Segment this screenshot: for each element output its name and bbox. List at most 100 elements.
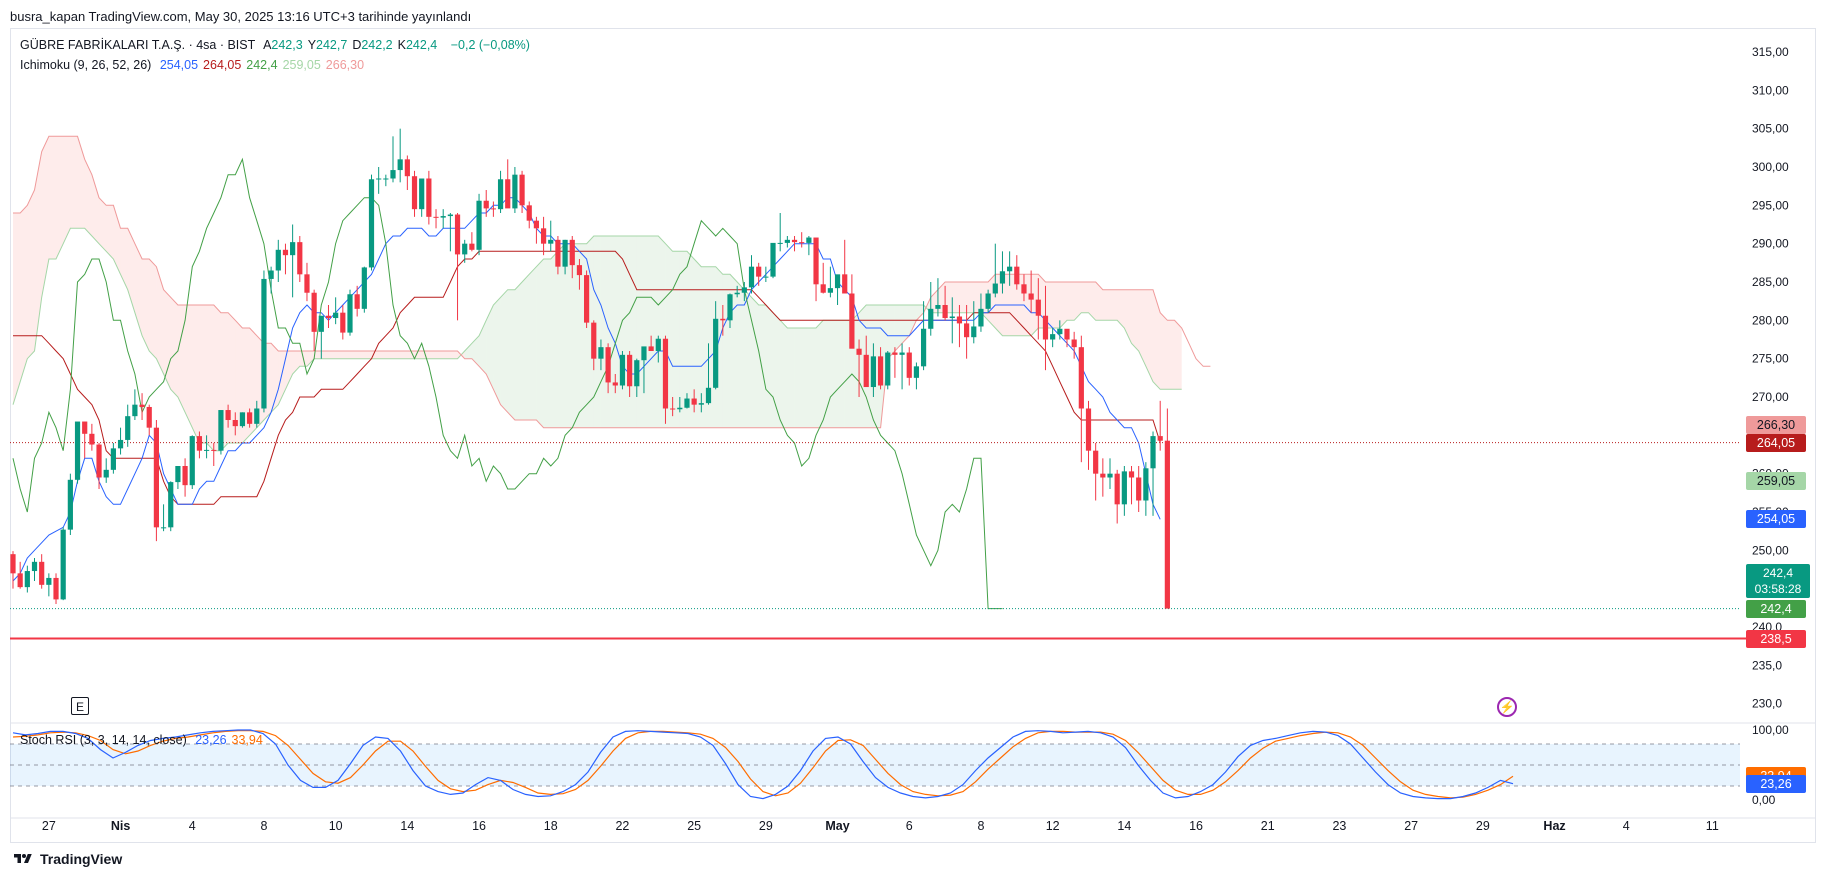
y-tick-label: 280,00 (1752, 313, 1789, 327)
candle-body (956, 316, 963, 324)
candle-body (469, 243, 475, 250)
candle-body (239, 412, 246, 427)
candle (1028, 270, 1034, 313)
x-tick-label: 10 (329, 819, 343, 833)
candle-body (971, 326, 977, 338)
ichimoku-cloud-segment (522, 274, 530, 421)
ichimoku-label[interactable]: Ichimoku (9, 26, 52, 26) (20, 58, 152, 72)
candle (39, 554, 45, 589)
x-tick-label: 16 (1189, 819, 1203, 833)
ichimoku-cloud-segment (285, 351, 293, 390)
tradingview-footer[interactable]: TradingView (12, 851, 122, 867)
symbol-title[interactable]: GÜBRE FABRİKALARI T.A.Ş. · 4sa · BIST (20, 38, 256, 52)
candle-body (698, 403, 704, 405)
publication-line: busra_kapan TradingView.com, May 30, 202… (10, 9, 472, 24)
stoch-rsi-value: 33,94 (231, 733, 263, 747)
ichimoku-cloud-segment (1153, 289, 1161, 390)
candle-body (985, 293, 991, 309)
candle-body (1085, 408, 1092, 451)
ichimoku-cloud-segment (149, 259, 157, 359)
candle-body (189, 436, 195, 486)
candle (956, 305, 963, 348)
symbol-legend[interactable]: GÜBRE FABRİKALARI T.A.Ş. · 4sa · BIST A2… (20, 38, 535, 52)
candle-body (175, 466, 181, 483)
ohlc-value: 242,7 (316, 38, 348, 52)
candle (411, 170, 418, 217)
candle (756, 262, 762, 286)
candle-body (196, 436, 203, 451)
candle (218, 410, 224, 455)
ichimoku-legend[interactable]: Ichimoku (9, 26, 52, 26) 254,05 264,05 242… (20, 58, 374, 72)
candle-body (720, 318, 726, 321)
candle (110, 443, 116, 474)
y-tick-label: 270,00 (1752, 390, 1789, 404)
candle (784, 236, 790, 248)
ichimoku-cloud-segment (99, 197, 107, 252)
ichimoku-tenkan-line (12, 197, 1161, 582)
candle (705, 343, 712, 405)
candle-body (562, 239, 568, 267)
candle-body (139, 404, 145, 407)
ichimoku-cloud-segment (636, 236, 644, 428)
ichimoku-cloud-segment (156, 266, 164, 375)
ichimoku-cloud-segment (357, 351, 365, 359)
candle (677, 397, 683, 413)
ichimoku-cloud-segment (56, 136, 64, 260)
candle (791, 236, 798, 252)
y-tick-label: 305,00 (1752, 122, 1789, 136)
ichimoku-cloud-segment (808, 328, 817, 428)
ichimoku-cloud-segment (185, 305, 193, 428)
candle (634, 358, 640, 398)
candle-body (964, 323, 970, 338)
candle (89, 423, 95, 451)
candle (569, 236, 575, 279)
candle (132, 389, 138, 421)
candle-body (533, 220, 540, 229)
candle-body (820, 284, 826, 293)
price-scale-label: 242,4 (1746, 599, 1806, 618)
ichimoku-cloud-segment (1052, 282, 1060, 329)
candle (777, 213, 783, 252)
candle-body (1128, 471, 1135, 478)
ichimoku-cloud-segment (1110, 289, 1118, 321)
price-scale-label: 259,05 (1746, 471, 1806, 490)
ichimoku-chikou-line (12, 157, 1003, 610)
candle (985, 289, 991, 313)
stoch-rsi-legend[interactable]: Stoch RSI (3, 3, 14, 14, close) 23,26 33,… (20, 733, 273, 747)
candle-body (612, 382, 618, 386)
ichimoku-cloud-segment (371, 351, 379, 359)
y-tick-label: 275,00 (1752, 352, 1789, 366)
candle (935, 278, 941, 317)
earnings-event-marker[interactable]: E (71, 697, 89, 715)
flash-icon[interactable]: ⚡ (1497, 697, 1517, 717)
candle-body (1078, 347, 1084, 409)
ichimoku-cloud-segment (608, 236, 616, 428)
candle-body (849, 293, 855, 349)
candle (1021, 274, 1027, 302)
ichimoku-cloud-segment (500, 289, 508, 413)
ichimoku-cloud-segment (486, 305, 494, 390)
candle (713, 301, 719, 390)
candle-body (555, 239, 561, 267)
ichimoku-cloud-segment (801, 328, 809, 428)
candle-body (10, 554, 16, 574)
candle (182, 458, 188, 497)
candle (964, 305, 970, 359)
ichimoku-cloud-segment (1124, 289, 1132, 344)
ichimoku-cloud-segment (436, 351, 444, 359)
candle-body (368, 179, 375, 268)
ichimoku-cloud-segment (134, 243, 143, 336)
ichimoku-cloud-segment (880, 305, 888, 428)
candle-body (1100, 473, 1106, 478)
y-tick-label: 285,00 (1752, 275, 1789, 289)
ichimoku-cloud-segment (249, 328, 257, 436)
stoch-rsi-label[interactable]: Stoch RSI (3, 3, 14, 14, close) (20, 733, 187, 747)
y-tick-label: 290,00 (1752, 237, 1789, 251)
ichimoku-cloud-segment (335, 351, 343, 359)
ichimoku-cloud-segment (866, 305, 874, 428)
ichimoku-cloud-segment (780, 320, 788, 428)
candle-body (748, 266, 755, 288)
candle-body (361, 267, 367, 309)
candle-body (619, 354, 626, 386)
